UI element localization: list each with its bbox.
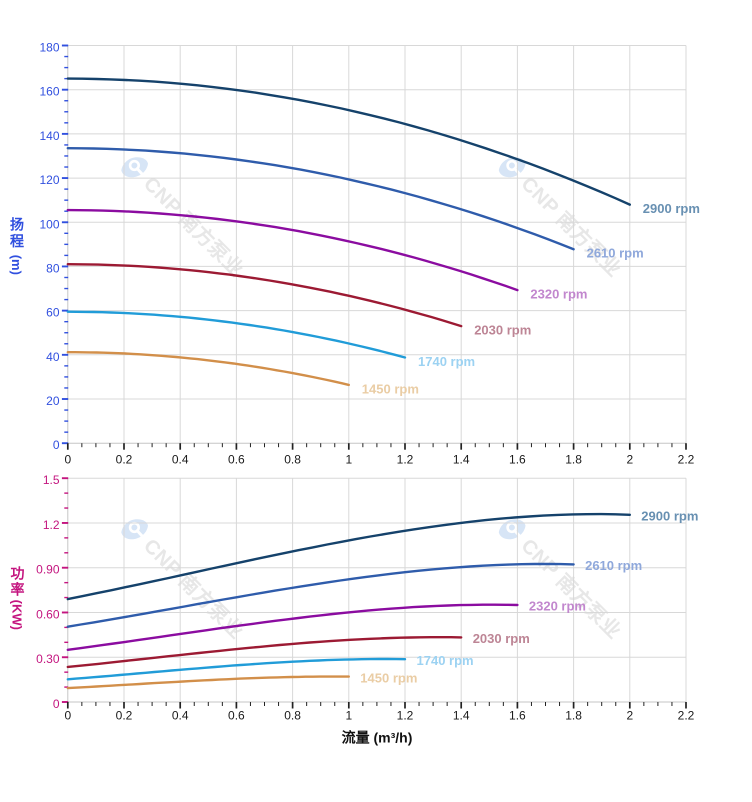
svg-text:2: 2 (626, 709, 633, 723)
svg-text:0.30: 0.30 (36, 652, 60, 666)
svg-text:1.8: 1.8 (565, 709, 582, 723)
svg-text:1.2: 1.2 (43, 518, 60, 532)
svg-text:1450 rpm: 1450 rpm (360, 670, 417, 685)
svg-text:120: 120 (39, 173, 59, 187)
svg-text:180: 180 (39, 40, 59, 54)
svg-text:1450 rpm: 1450 rpm (362, 381, 419, 396)
svg-text:0.8: 0.8 (284, 709, 301, 723)
svg-text:0.8: 0.8 (284, 453, 301, 467)
svg-text:2: 2 (626, 453, 633, 467)
svg-text:1.8: 1.8 (565, 453, 582, 467)
svg-text:1.6: 1.6 (509, 709, 526, 723)
svg-text:2610 rpm: 2610 rpm (585, 558, 642, 573)
svg-text:功: 功 (11, 566, 25, 582)
svg-text:1.5: 1.5 (43, 473, 60, 487)
svg-text:0.4: 0.4 (172, 709, 189, 723)
svg-text:2030 rpm: 2030 rpm (474, 323, 531, 338)
svg-text:2900 rpm: 2900 rpm (643, 201, 700, 216)
svg-text:0.60: 0.60 (36, 607, 60, 621)
svg-text:1.4: 1.4 (453, 453, 470, 467)
svg-text:0.2: 0.2 (116, 709, 133, 723)
svg-text:100: 100 (39, 217, 59, 231)
svg-text:0.6: 0.6 (228, 453, 245, 467)
svg-text:流量 (m³/h): 流量 (m³/h) (342, 730, 413, 746)
svg-text:2030 rpm: 2030 rpm (473, 631, 530, 646)
svg-text:2320 rpm: 2320 rpm (529, 599, 586, 614)
svg-text:扬: 扬 (10, 217, 24, 233)
svg-text:0.6: 0.6 (228, 709, 245, 723)
svg-text:40: 40 (46, 350, 60, 364)
svg-text:160: 160 (39, 85, 59, 99)
svg-text:(KW): (KW) (10, 600, 25, 630)
svg-text:2.2: 2.2 (678, 709, 695, 723)
svg-text:1.6: 1.6 (509, 453, 526, 467)
svg-text:140: 140 (39, 129, 59, 143)
svg-text:60: 60 (46, 306, 60, 320)
svg-text:0: 0 (64, 453, 71, 467)
svg-text:1.2: 1.2 (397, 709, 414, 723)
svg-text:2.2: 2.2 (678, 453, 695, 467)
svg-text:1740 rpm: 1740 rpm (418, 354, 475, 369)
svg-text:0.90: 0.90 (36, 563, 60, 577)
svg-text:2610 rpm: 2610 rpm (587, 246, 644, 261)
svg-text:0: 0 (53, 438, 60, 452)
svg-text:1.4: 1.4 (453, 709, 470, 723)
svg-text:程: 程 (10, 233, 24, 249)
svg-text:1: 1 (345, 709, 352, 723)
svg-text:率: 率 (11, 582, 25, 598)
svg-text:2320 rpm: 2320 rpm (530, 287, 587, 302)
svg-text:1740 rpm: 1740 rpm (417, 653, 474, 668)
svg-text:(m): (m) (9, 255, 24, 275)
svg-text:0.2: 0.2 (116, 453, 133, 467)
svg-text:2900 rpm: 2900 rpm (641, 509, 698, 524)
svg-text:0: 0 (53, 697, 60, 711)
svg-text:1.2: 1.2 (397, 453, 414, 467)
svg-text:1: 1 (345, 453, 352, 467)
svg-text:80: 80 (46, 261, 60, 275)
svg-text:0: 0 (64, 709, 71, 723)
svg-text:20: 20 (46, 394, 60, 408)
svg-text:0.4: 0.4 (172, 453, 189, 467)
